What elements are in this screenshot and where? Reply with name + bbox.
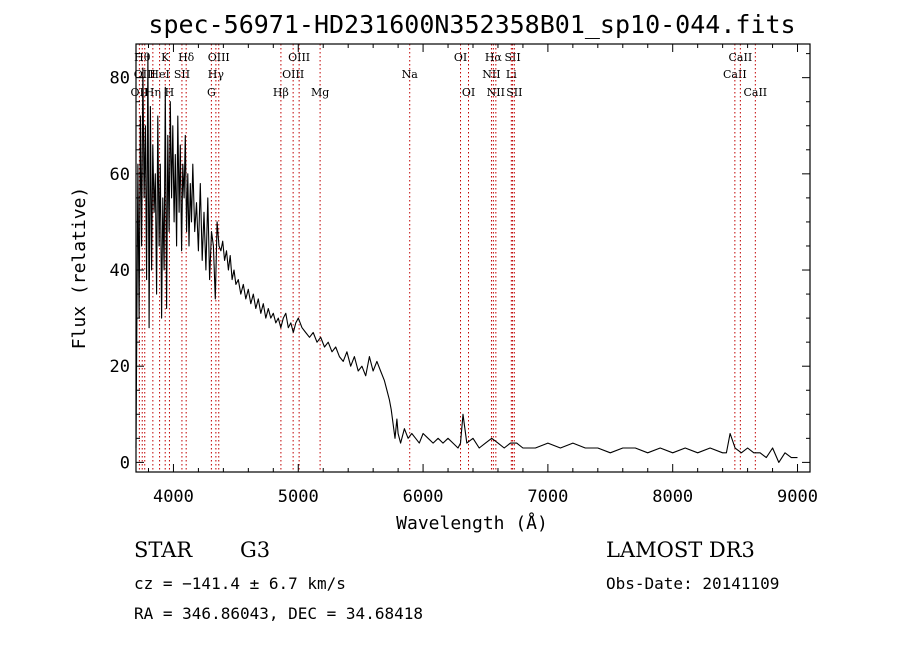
line-marker-label: SII [504, 51, 520, 64]
line-marker-label: Hβ [273, 86, 289, 99]
line-marker-label: Na [402, 68, 419, 81]
line-marker-label: Hη [145, 86, 161, 99]
line-marker-label: SII [506, 86, 522, 99]
line-marker-label: Mg [311, 86, 329, 99]
line-marker-label: Hα [485, 51, 503, 64]
line-marker-label: Hθ [134, 51, 151, 64]
line-marker-label: CaII [723, 68, 747, 81]
line-marker-label: Li [506, 68, 517, 81]
spectrum-series [135, 53, 798, 463]
line-marker-label: OII [131, 86, 149, 99]
x-tick-label: 6000 [403, 487, 444, 507]
x-tick-label: 4000 [153, 487, 194, 507]
line-marker-label: OI [454, 51, 467, 64]
line-marker-label: Hδ [178, 51, 195, 64]
line-marker-label: OIII [208, 51, 230, 64]
coordinates: RA = 346.86043, DEC = 34.68418 [134, 604, 423, 623]
line-marker-label: Hγ [208, 68, 225, 81]
spectral-subclass: G3 [240, 538, 271, 562]
object-class: STAR [134, 538, 193, 562]
line-marker-label: HeI [149, 68, 169, 81]
redshift-value: cz = −141.4 ± 6.7 km/s [134, 574, 346, 593]
x-tick-label: 8000 [652, 487, 693, 507]
line-marker-label: SII [174, 68, 190, 81]
line-markers: OIIHθOIIIHηHeIKHSIIHδGHγOIIIHβOIIIOIIIMg… [131, 44, 767, 472]
line-marker-label: H [165, 86, 175, 99]
y-tick-label: 20 [110, 357, 130, 377]
y-axis-label: Flux (relative) [69, 187, 90, 350]
line-marker-label: OIII [282, 68, 304, 81]
x-axis-label: Wavelength (Å) [396, 512, 548, 534]
observation-date: Obs-Date: 20141109 [606, 574, 780, 593]
line-marker-label: OIII [288, 51, 310, 64]
line-marker-label: OI [462, 86, 475, 99]
line-marker-label: CaII [743, 86, 767, 99]
x-tick-label: 9000 [777, 487, 818, 507]
spectrum-chart: spec-56971-HD231600N352358B01_sp10-044.f… [69, 10, 818, 534]
x-tick-label: 5000 [278, 487, 319, 507]
y-tick-label: 0 [120, 453, 130, 473]
line-marker-label: G [207, 86, 216, 99]
y-tick-label: 40 [110, 261, 130, 281]
y-tick-label: 60 [110, 165, 130, 185]
line-marker-label: K [161, 51, 170, 64]
line-marker-label: CaII [729, 51, 753, 64]
line-marker-label: NII [487, 86, 505, 99]
spectrum-line [135, 53, 798, 463]
axis-ticks: 4000 5000 6000 7000 8000 9000 0 20 40 60 80 [110, 44, 818, 507]
y-tick-label: 80 [110, 69, 130, 89]
x-tick-label: 7000 [527, 487, 568, 507]
survey-name: LAMOST DR3 [606, 538, 755, 562]
chart-title: spec-56971-HD231600N352358B01_sp10-044.f… [148, 10, 795, 39]
plot-frame [135, 43, 811, 473]
line-marker-label: NII [482, 68, 500, 81]
